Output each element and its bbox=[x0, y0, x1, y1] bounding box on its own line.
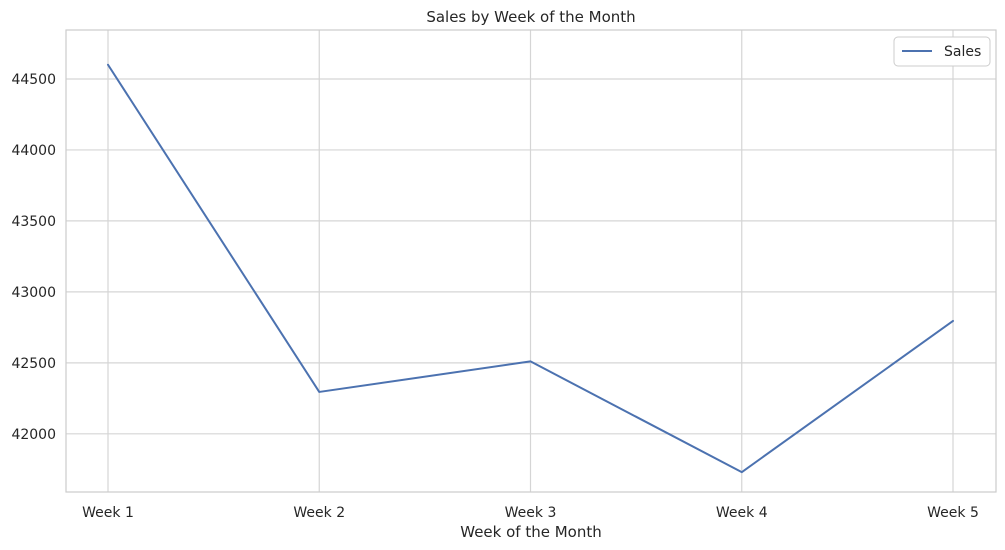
x-tick-label: Week 2 bbox=[293, 505, 345, 521]
plot-area-frame bbox=[65, 29, 997, 493]
legend: Sales bbox=[893, 36, 991, 67]
x-tick-label: Week 1 bbox=[82, 505, 134, 521]
x-tick-label: Week 4 bbox=[716, 505, 768, 521]
chart-title: Sales by Week of the Month bbox=[426, 8, 635, 26]
x-axis-label: Week of the Month bbox=[460, 523, 602, 541]
y-tick-label: 44500 bbox=[11, 72, 56, 88]
y-tick-label: 42500 bbox=[11, 356, 56, 372]
x-tick-label: Week 3 bbox=[505, 505, 557, 521]
legend-box bbox=[893, 36, 991, 67]
legend-series-label: Sales bbox=[944, 44, 981, 60]
y-tick-label: 44000 bbox=[11, 143, 56, 159]
y-tick-label: 42000 bbox=[11, 427, 56, 443]
grid-layer bbox=[66, 30, 996, 492]
tick-layer: Week 1 Week 2 Week 3 Week 4 Week 5 42000 42500… bbox=[11, 72, 978, 521]
series-layer bbox=[107, 63, 954, 474]
y-tick-label: 43500 bbox=[11, 214, 56, 230]
x-tick-label: Week 5 bbox=[927, 505, 979, 521]
y-tick-label: 43000 bbox=[11, 285, 56, 301]
